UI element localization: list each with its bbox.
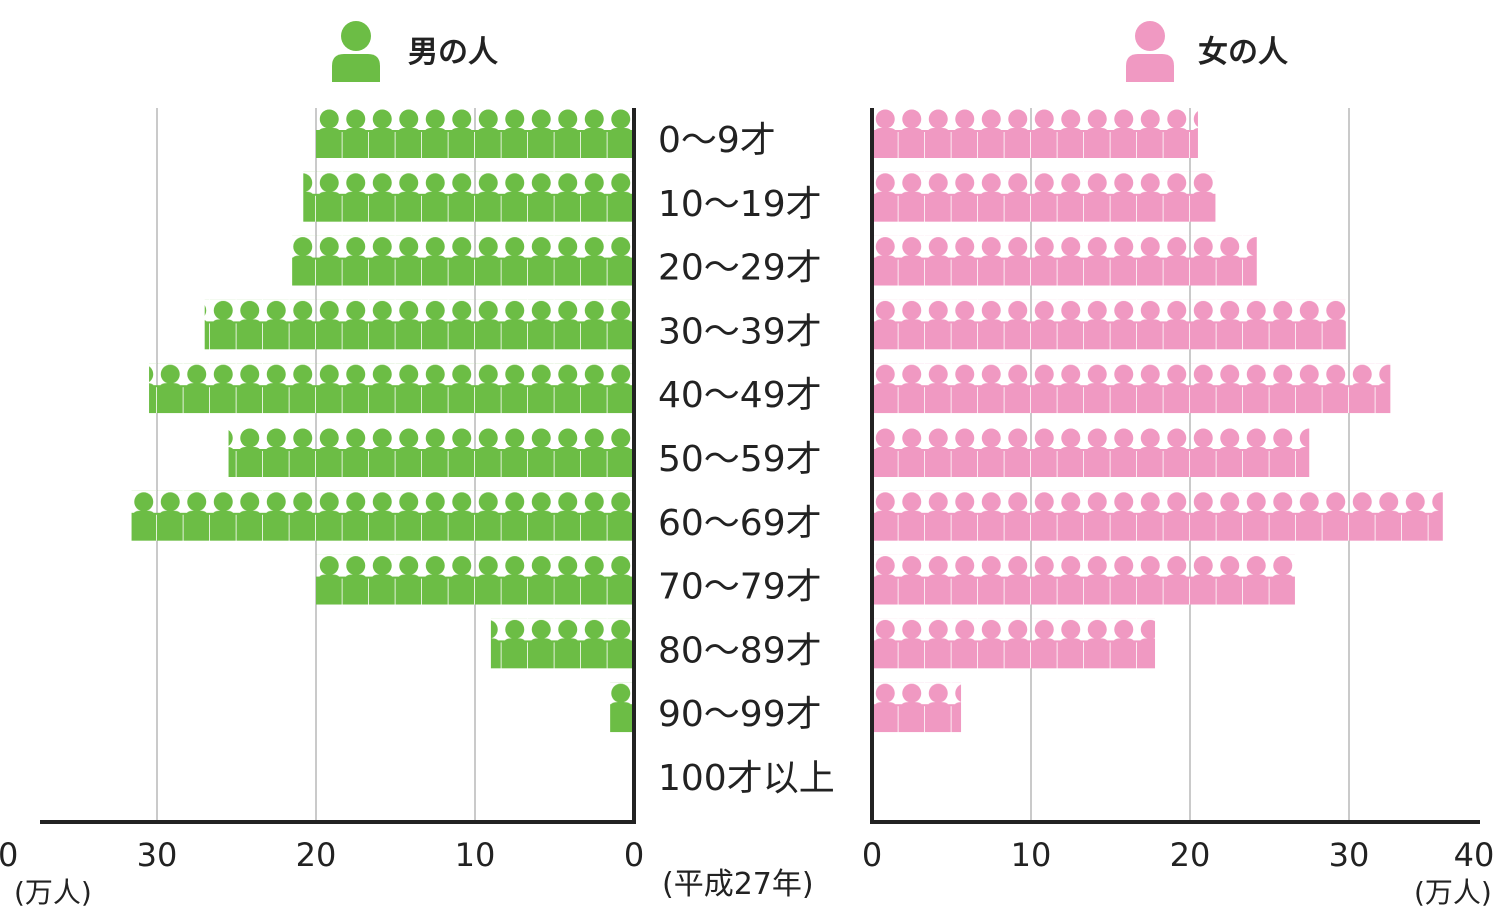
tick-label: 0 bbox=[862, 836, 882, 874]
bar-female bbox=[872, 618, 1156, 669]
bar-male bbox=[228, 427, 635, 477]
axes bbox=[40, 108, 1480, 824]
tick-label: 30 bbox=[137, 836, 178, 874]
bar-shape bbox=[292, 235, 634, 286]
tick-label: 10 bbox=[455, 836, 496, 874]
age-label: 100才以上 bbox=[658, 758, 835, 799]
year-note: (平成27年) bbox=[662, 867, 814, 902]
tick-label: 0 bbox=[624, 836, 644, 874]
legend-male-label: 男の人 bbox=[408, 35, 498, 70]
bar-female bbox=[872, 490, 1443, 541]
bar-shape bbox=[204, 299, 634, 350]
bar-shape bbox=[872, 682, 962, 733]
age-label: 20〜29才 bbox=[658, 248, 822, 289]
person-head bbox=[1135, 21, 1165, 51]
age-label: 30〜39才 bbox=[658, 311, 822, 352]
bar-male bbox=[610, 682, 634, 733]
person-body bbox=[332, 54, 380, 82]
bar-female bbox=[872, 554, 1295, 605]
bar-female bbox=[872, 171, 1216, 222]
bar-male bbox=[303, 171, 634, 222]
bar-shape bbox=[303, 171, 634, 222]
age-label: 40〜49才 bbox=[658, 375, 822, 416]
tick-label: 40 bbox=[0, 836, 18, 874]
bar-shape bbox=[872, 618, 1156, 669]
bar-shape bbox=[872, 235, 1257, 286]
tick-label: 40 bbox=[1454, 836, 1495, 874]
tick-label: 20 bbox=[1170, 836, 1211, 874]
person-icon bbox=[1126, 21, 1174, 82]
bar-shape bbox=[149, 363, 635, 414]
bar-shape bbox=[872, 554, 1295, 605]
bar-male bbox=[292, 235, 634, 286]
unit-label-left: (万人) bbox=[14, 876, 92, 909]
bar-shape bbox=[610, 682, 634, 733]
bar-female bbox=[872, 235, 1257, 286]
bar-male bbox=[316, 554, 634, 605]
tick-label: 30 bbox=[1329, 836, 1370, 874]
person-head bbox=[341, 21, 371, 51]
bar-female bbox=[872, 108, 1198, 158]
bar-shape bbox=[490, 618, 634, 669]
bar-female bbox=[872, 299, 1346, 350]
bars bbox=[131, 108, 1443, 733]
bar-shape bbox=[872, 427, 1310, 477]
age-label: 70〜79才 bbox=[658, 567, 822, 608]
bar-shape bbox=[872, 363, 1391, 414]
bar-shape bbox=[131, 490, 634, 541]
tick-label: 20 bbox=[296, 836, 337, 874]
bar-shape bbox=[872, 490, 1443, 541]
bar-female bbox=[872, 427, 1310, 477]
bar-male bbox=[204, 299, 634, 350]
bar-shape bbox=[316, 108, 634, 158]
bar-shape bbox=[872, 171, 1216, 222]
tick-labels: 0 0 10 10 20 20 30 30 40 40 bbox=[0, 836, 1494, 874]
person-icon bbox=[332, 21, 380, 82]
bar-male bbox=[131, 490, 634, 541]
legend-male: 男の人 bbox=[332, 21, 498, 82]
bar-shape bbox=[872, 299, 1346, 350]
bar-male bbox=[490, 618, 634, 669]
bar-shape bbox=[316, 554, 634, 605]
tick-label: 10 bbox=[1011, 836, 1052, 874]
age-label: 80〜89才 bbox=[658, 630, 822, 671]
legend-female: 女の人 bbox=[1126, 21, 1288, 82]
legend-female-label: 女の人 bbox=[1198, 35, 1288, 70]
bar-shape bbox=[228, 427, 635, 477]
bar-male bbox=[149, 363, 635, 414]
age-label: 90〜99才 bbox=[658, 694, 822, 735]
age-label: 50〜59才 bbox=[658, 439, 822, 480]
unit-label-right: (万人) bbox=[1414, 876, 1492, 909]
bar-female bbox=[872, 363, 1391, 414]
age-label: 0〜9才 bbox=[658, 120, 776, 161]
person-body bbox=[1126, 54, 1174, 82]
age-label: 10〜19才 bbox=[658, 184, 822, 225]
bar-male bbox=[316, 108, 634, 158]
age-labels: 0〜9才 10〜19才 20〜29才 30〜39才 40〜49才 50〜59才 60〜69才… bbox=[658, 120, 835, 799]
bar-female bbox=[872, 682, 962, 733]
bar-shape bbox=[872, 108, 1198, 158]
age-label: 60〜69才 bbox=[658, 503, 822, 544]
